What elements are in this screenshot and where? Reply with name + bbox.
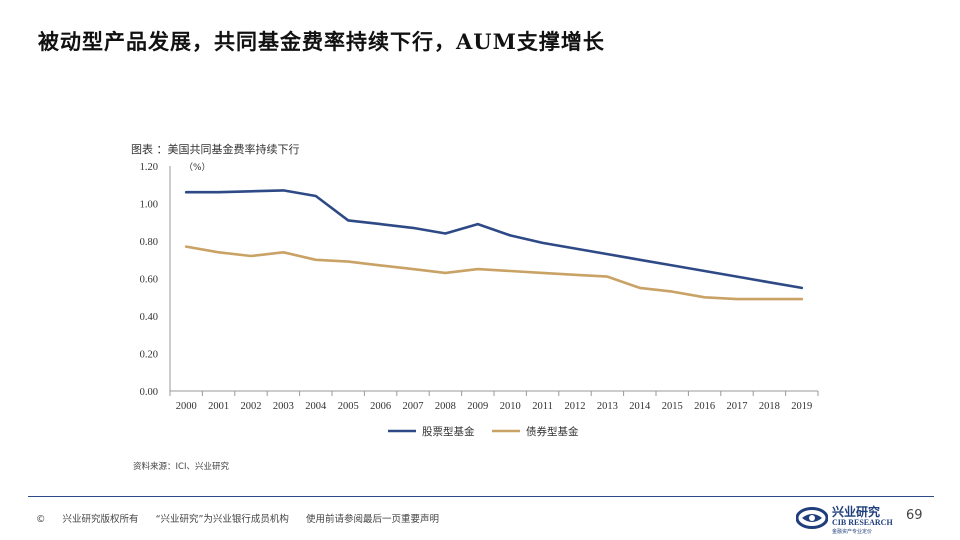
page-number: 69 bbox=[906, 508, 923, 523]
y-tick-group: 0.00 0.20 0.40 0.60 0.80 1.00 1.20 bbox=[140, 162, 158, 398]
series-group bbox=[184, 189, 804, 301]
logo-text-cn: 兴业研究 bbox=[832, 505, 881, 519]
x-tick-label: 2013 bbox=[597, 401, 618, 412]
footer-text-1: 兴业研究版权所有 bbox=[62, 514, 139, 525]
copyright-icon: © bbox=[36, 514, 46, 525]
unit-label: （%） bbox=[184, 162, 211, 173]
logo-tagline: 金融资产专业定价 bbox=[832, 529, 873, 535]
source-note: 资料来源：ICI、兴业研究 bbox=[133, 462, 229, 472]
x-tick-label: 2012 bbox=[565, 401, 586, 412]
y-tick-label: 1.00 bbox=[140, 200, 158, 211]
x-tick-label: 2015 bbox=[662, 401, 683, 412]
x-tick-label: 2007 bbox=[403, 401, 424, 412]
x-tick-label: 2016 bbox=[694, 401, 715, 412]
cib-research-logo: 兴业研究 CIB RESEARCH 金融资产专业定价 bbox=[796, 501, 894, 537]
x-tick-label: 2014 bbox=[629, 401, 651, 412]
x-tick-label: 2006 bbox=[370, 401, 391, 412]
x-tick-label: 2004 bbox=[305, 401, 327, 412]
x-tick-label: 2009 bbox=[467, 401, 488, 412]
x-tick-label: 2005 bbox=[338, 401, 359, 412]
y-tick-label: 0.80 bbox=[140, 237, 158, 248]
chart-title: 图表 ：美国共同基金费率持续下行 bbox=[131, 143, 300, 156]
x-tick-label: 2010 bbox=[500, 401, 521, 412]
x-tick-label: 2018 bbox=[759, 401, 780, 412]
x-tick-label: 2017 bbox=[727, 401, 748, 412]
slide-title: 被动型产品发展，共同基金费率持续下行，AUM支撑增长 bbox=[38, 29, 605, 54]
x-tick-label: 2019 bbox=[791, 401, 812, 412]
y-tick-label: 0.40 bbox=[140, 312, 158, 323]
series-line-bond bbox=[184, 245, 804, 301]
legend-label: 股票型基金 bbox=[422, 425, 475, 438]
footer-copyright: © 兴业研究版权所有 “兴业研究”为兴业银行成员机构 使用前请参阅最后一页重要声… bbox=[36, 511, 453, 525]
x-tick-label: 2000 bbox=[176, 401, 197, 412]
footer-text-2: “兴业研究”为兴业银行成员机构 bbox=[155, 514, 289, 525]
y-tick-label: 0.60 bbox=[140, 275, 158, 286]
x-tick-label: 2008 bbox=[435, 401, 456, 412]
legend: 股票型基金 债券型基金 bbox=[388, 425, 579, 438]
legend-label: 债券型基金 bbox=[526, 425, 579, 438]
x-tick-label: 2002 bbox=[241, 401, 262, 412]
footer-text-3: 使用前请参阅最后一页重要声明 bbox=[305, 514, 439, 525]
x-tick-label: 2011 bbox=[532, 401, 553, 412]
logo-text-en: CIB RESEARCH bbox=[832, 518, 893, 527]
y-tick-label: 0.20 bbox=[140, 350, 158, 361]
x-tick-label: 2003 bbox=[273, 401, 294, 412]
footer-divider bbox=[28, 496, 934, 497]
x-tick-label: 2001 bbox=[208, 401, 229, 412]
series-line-equity bbox=[184, 189, 804, 290]
logo-mark-icon bbox=[796, 507, 828, 529]
y-tick-label: 0.00 bbox=[140, 387, 158, 398]
x-tick-group: 2000 2001 2002 2003 2004 2005 2006 2007 2008 2009… bbox=[169, 391, 819, 412]
y-tick-label: 1.20 bbox=[140, 162, 158, 173]
